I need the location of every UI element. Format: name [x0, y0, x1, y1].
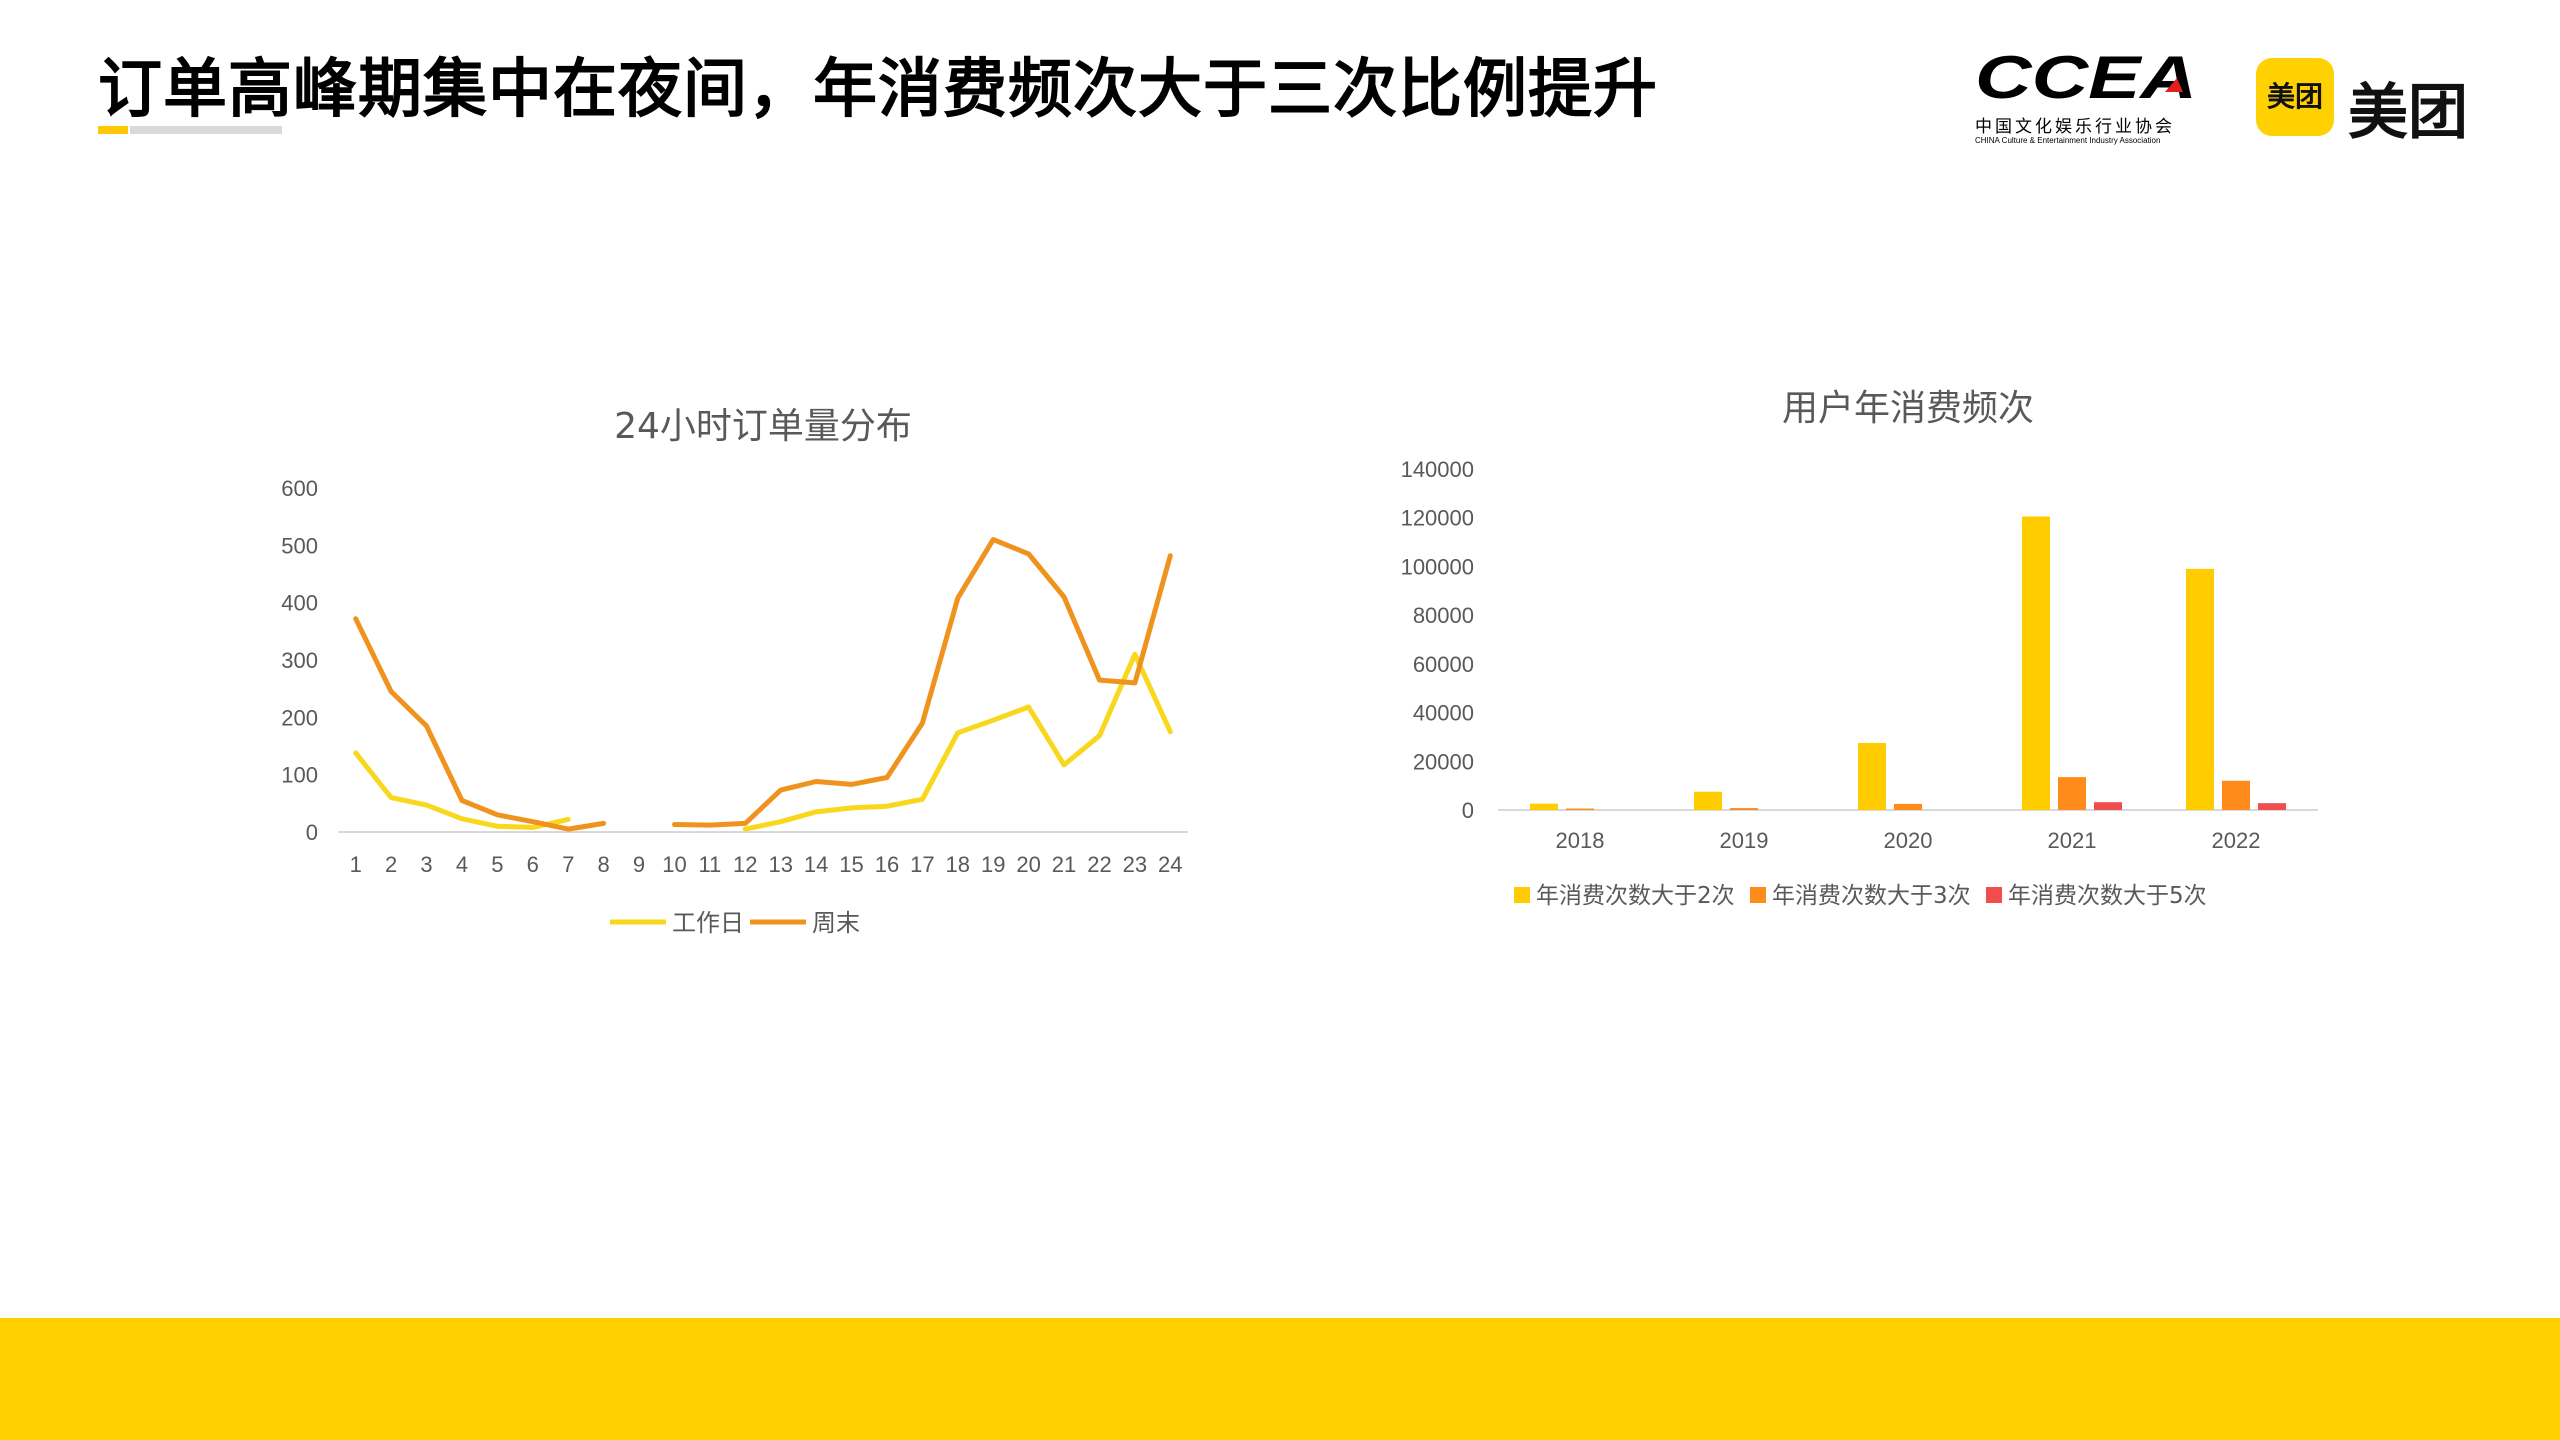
hourly-x-tick-label: 5 [491, 852, 503, 877]
yearly-bar-s3 [2258, 803, 2286, 810]
hourly-series-line-1 [742, 651, 1173, 832]
hourly-x-tick-label: 22 [1087, 852, 1111, 877]
yearly-y-tick-label: 0 [1462, 798, 1474, 823]
page-title: 订单高峰期集中在夜间，年消费频次大于三次比例提升 [98, 53, 1658, 127]
hourly-x-tick-label: 8 [598, 852, 610, 877]
hourly-x-tick-label: 14 [804, 852, 828, 877]
hourly-y-tick-label: 200 [281, 705, 318, 730]
hourly-y-tick-label: 400 [281, 591, 318, 616]
hourly-y-tick-label: 600 [281, 476, 318, 501]
title-underline-accent [98, 126, 128, 134]
ccea-english-name: CHINA Culture & Entertainment Industry A… [1975, 136, 2161, 145]
yearly-bar-s1 [2186, 568, 2214, 810]
yearly-y-tick-label: 40000 [1413, 701, 1474, 726]
yearly-chart-title: 用户年消费频次 [1782, 388, 2034, 429]
yearly-legend-label-1: 年消费次数大于2次 [1536, 883, 1735, 909]
yearly-bar-s2 [1894, 803, 1922, 810]
hourly-x-tick-label: 11 [698, 852, 721, 877]
yearly-bar-s2 [2058, 777, 2086, 810]
hourly-x-tick-label: 16 [875, 852, 899, 877]
hourly-series-line-2 [672, 537, 1173, 828]
ccea-chinese-name: 中国文化娱乐行业协会 [1975, 117, 2175, 137]
hourly-x-tick-label: 6 [527, 852, 539, 877]
yearly-bar-s1 [2022, 516, 2050, 810]
yearly-y-tick-label: 60000 [1413, 652, 1474, 677]
yearly-x-tick-label: 2018 [1556, 828, 1605, 853]
hourly-y-tick-label: 500 [281, 533, 318, 558]
hourly-x-tick-label: 2 [385, 852, 397, 877]
ccea-red-accent [2165, 78, 2183, 92]
ccea-wordmark: CCEA [1975, 48, 2197, 106]
meituan-logo: 美团 美团 [2256, 58, 2476, 148]
hourly-legend-label-1: 工作日 [672, 909, 744, 937]
hourly-y-tick-label: 300 [281, 648, 318, 673]
footer-bar [0, 1318, 2560, 1440]
hourly-orders-chart: 24小时订单量分布 0 100 200 300 400 500 600 1 2 3 4 5 6 7 8 9 10 1… [250, 380, 1250, 960]
yearly-frequency-chart: 用户年消费频次 0 20000 40000 60000 80000 100000 120000… [1380, 370, 2340, 930]
yearly-frequency-chart-svg: 用户年消费频次 0 20000 40000 60000 80000 100000 120000… [1401, 388, 2318, 909]
yearly-x-tick-label: 2022 [2212, 828, 2261, 853]
hourly-legend-label-2: 周末 [812, 909, 860, 937]
yearly-bar-s2 [1566, 808, 1594, 810]
hourly-x-tick-label: 20 [1016, 852, 1040, 877]
hourly-x-tick-label: 3 [420, 852, 432, 877]
hourly-x-tick-label: 19 [981, 852, 1005, 877]
yearly-bar-s3 [2094, 802, 2122, 810]
ccea-wordmark-graphic: CCEA [1975, 48, 2197, 106]
meituan-badge-text: 美团 [2266, 80, 2323, 113]
yearly-bar-s1 [1530, 803, 1558, 810]
hourly-x-tick-label: 24 [1158, 852, 1182, 877]
yearly-legend-swatch-2 [1750, 887, 1766, 903]
yearly-bar-s1 [1694, 791, 1722, 810]
hourly-x-tick-label: 21 [1052, 852, 1076, 877]
hourly-series-line-1 [353, 750, 571, 830]
title-underline-rest [130, 126, 282, 134]
hourly-x-tick-label: 9 [633, 852, 645, 877]
hourly-x-tick-label: 4 [456, 852, 468, 877]
hourly-x-tick-label: 7 [562, 852, 574, 877]
yearly-bar-s2 [2222, 780, 2250, 810]
hourly-x-tick-label: 1 [350, 852, 362, 877]
hourly-x-tick-label: 13 [768, 852, 792, 877]
hourly-y-tick-label: 0 [306, 820, 318, 845]
hourly-x-tick-label: 17 [910, 852, 934, 877]
yearly-y-tick-label: 120000 [1401, 506, 1474, 531]
yearly-legend-label-2: 年消费次数大于3次 [1772, 883, 1971, 909]
hourly-chart-title: 24小时订单量分布 [614, 406, 912, 447]
meituan-badge: 美团 [2256, 58, 2334, 136]
hourly-x-tick-label: 12 [733, 852, 757, 877]
yearly-legend-swatch-3 [1986, 887, 2002, 903]
title-underline [98, 126, 282, 134]
ccea-logo: CCEA 中国文化娱乐行业协会 CHINA Culture & Entertai… [1975, 48, 2197, 148]
hourly-y-tick-label: 100 [281, 763, 318, 788]
hourly-x-tick-label: 23 [1123, 852, 1147, 877]
hourly-series-line-2 [353, 616, 607, 832]
meituan-wordmark: 美团 [2348, 78, 2468, 148]
yearly-legend-label-3: 年消费次数大于5次 [2008, 883, 2207, 909]
yearly-y-tick-label: 140000 [1401, 457, 1474, 482]
yearly-bar-s1 [1858, 743, 1886, 810]
yearly-legend-swatch-1 [1514, 887, 1530, 903]
yearly-x-tick-label: 2021 [2048, 828, 2097, 853]
yearly-y-tick-label: 80000 [1413, 603, 1474, 628]
hourly-x-tick-label: 10 [662, 852, 686, 877]
yearly-x-tick-label: 2020 [1884, 828, 1933, 853]
yearly-x-tick-label: 2019 [1720, 828, 1769, 853]
yearly-y-tick-label: 20000 [1413, 749, 1474, 774]
hourly-x-tick-label: 15 [839, 852, 863, 877]
hourly-x-tick-label: 18 [946, 852, 970, 877]
yearly-y-tick-label: 100000 [1401, 554, 1474, 579]
yearly-bar-s2 [1730, 808, 1758, 810]
